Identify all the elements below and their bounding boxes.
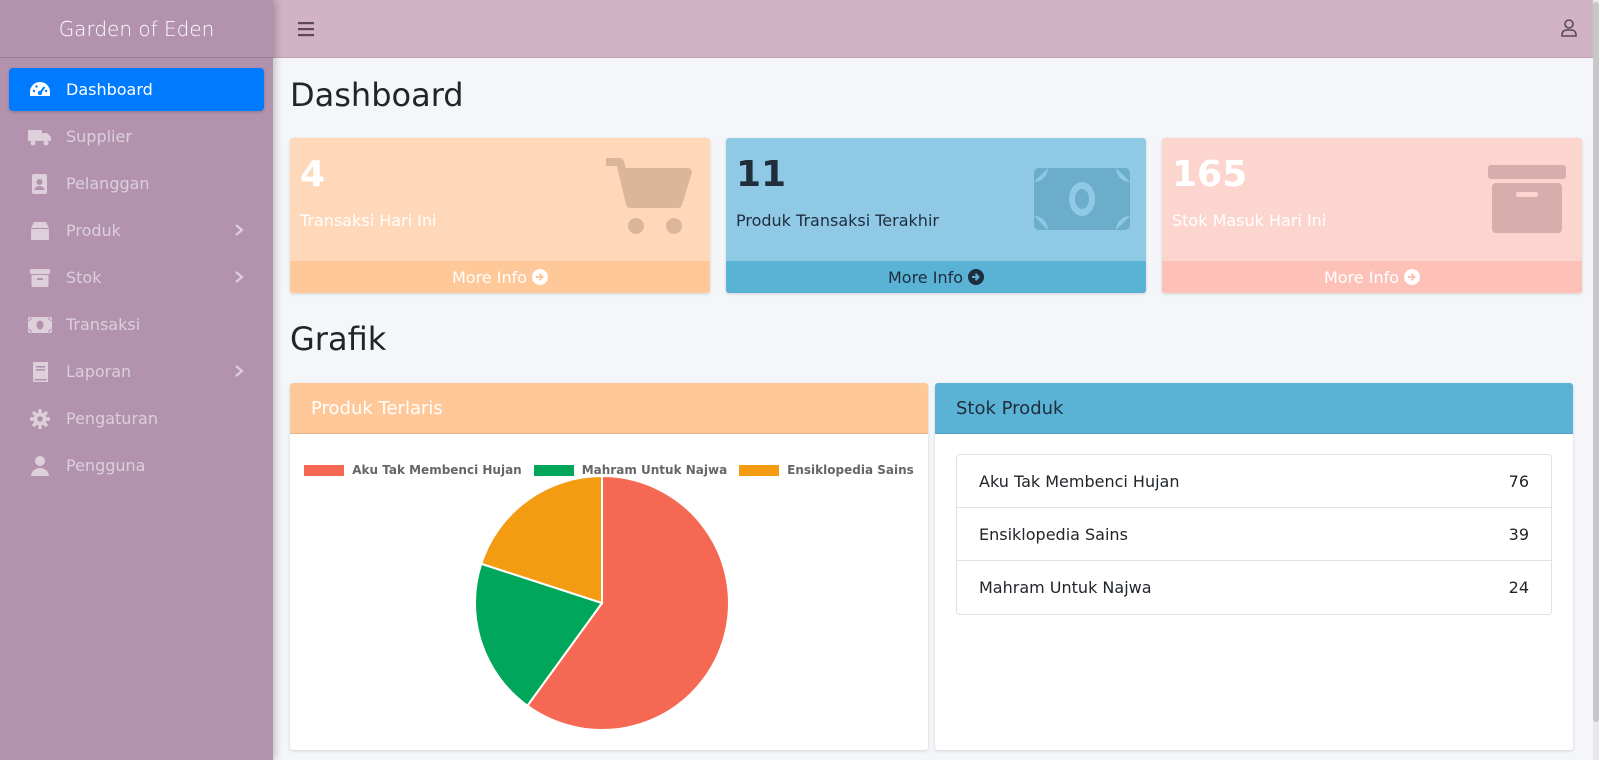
stok-produk-list: Aku Tak Membenci Hujan 76 Ensiklopedia S… xyxy=(956,454,1552,615)
legend-swatch xyxy=(533,464,574,476)
hamburger-menu-icon[interactable] xyxy=(297,20,315,38)
legend-item[interactable]: Aku Tak Membenci Hujan xyxy=(304,463,522,477)
money-bill-icon xyxy=(1034,168,1130,230)
list-item: Aku Tak Membenci Hujan 76 xyxy=(957,455,1551,508)
sidebar-item-label: Stok xyxy=(66,268,102,287)
legend-label: Ensiklopedia Sains xyxy=(787,463,914,477)
shopping-cart-icon xyxy=(606,158,692,234)
sidebar-item-label: Supplier xyxy=(66,127,132,146)
legend-label: Mahram Untuk Najwa xyxy=(581,463,728,477)
more-info-link[interactable]: More Info xyxy=(726,261,1146,293)
sidebar-item-label: Laporan xyxy=(66,362,132,381)
pie-slice[interactable] xyxy=(474,562,604,708)
stok-item-name: Mahram Untuk Najwa xyxy=(979,578,1152,597)
pie-chart xyxy=(474,474,730,731)
page-scrollbar[interactable] xyxy=(1593,0,1599,760)
info-box-value: 4 xyxy=(300,154,326,195)
sidebar-item-stok[interactable]: Stok xyxy=(9,256,264,299)
list-item: Mahram Untuk Najwa 24 xyxy=(957,561,1551,614)
sidebar-item-laporan[interactable]: Laporan xyxy=(9,350,264,393)
legend-swatch xyxy=(739,464,780,476)
chevron-left-icon xyxy=(235,271,244,283)
stok-item-qty: 76 xyxy=(1508,471,1529,491)
chart-legend: Aku Tak Membenci Hujan Mahram Untuk Najwa… xyxy=(290,463,928,477)
arrow-circle-right-icon xyxy=(532,269,549,285)
arrow-circle-right-icon xyxy=(1404,269,1421,285)
sidebar: Garden of Eden Dashboard Supplier Pelang… xyxy=(0,0,273,760)
info-box-label: Produk Transaksi Terakhir xyxy=(736,211,939,230)
chevron-left-icon xyxy=(235,224,244,236)
grafik-title: Grafik xyxy=(290,320,387,358)
archive-icon xyxy=(28,268,52,288)
scrollbar-thumb[interactable] xyxy=(1593,2,1599,722)
info-box-label: Transaksi Hari Ini xyxy=(300,211,437,230)
stok-item-name: Aku Tak Membenci Hujan xyxy=(979,471,1180,491)
card-header-produk-terlaris: Produk Terlaris xyxy=(290,383,928,434)
gear-icon xyxy=(28,408,52,429)
legend-label: Aku Tak Membenci Hujan xyxy=(352,463,522,477)
money-bill-icon xyxy=(28,315,52,335)
stok-produk-card: Stok Produk Aku Tak Membenci Hujan 76 En… xyxy=(935,383,1573,750)
sidebar-item-pengaturan[interactable]: Pengaturan xyxy=(9,397,264,440)
sidebar-item-label: Transaksi xyxy=(66,315,141,334)
box-icon xyxy=(28,221,52,241)
user-icon xyxy=(28,455,52,476)
info-box-value: 165 xyxy=(1172,154,1248,195)
stok-item-qty: 24 xyxy=(1508,578,1529,597)
more-info-label: More Info xyxy=(887,267,964,287)
sidebar-item-label: Pelanggan xyxy=(66,174,150,193)
sidebar-item-pengguna[interactable]: Pengguna xyxy=(9,444,264,487)
more-info-link[interactable]: More Info xyxy=(1162,261,1582,293)
sidebar-item-label: Produk xyxy=(66,221,121,240)
address-book-icon xyxy=(28,173,52,194)
list-item: Ensiklopedia Sains 39 xyxy=(957,508,1551,561)
user-account-icon[interactable] xyxy=(1559,18,1579,38)
sidebar-item-pelanggan[interactable]: Pelanggan xyxy=(9,162,264,205)
sidebar-nav: Dashboard Supplier Pelanggan Produk S xyxy=(0,58,273,501)
stok-item-name: Ensiklopedia Sains xyxy=(979,524,1128,544)
info-box-stok-masuk: 165 Stok Masuk Hari Ini More Info xyxy=(1162,138,1582,293)
pie-slice[interactable] xyxy=(479,474,603,605)
legend-swatch xyxy=(304,464,345,476)
tachometer-icon xyxy=(28,80,52,100)
brand-title[interactable]: Garden of Eden xyxy=(0,0,273,58)
stok-item-qty: 39 xyxy=(1508,524,1529,544)
info-box-label: Stok Masuk Hari Ini xyxy=(1172,211,1327,230)
sidebar-item-label: Dashboard xyxy=(66,80,153,99)
archive-icon xyxy=(1488,165,1566,233)
arrow-circle-right-icon xyxy=(968,269,985,285)
chevron-left-icon xyxy=(235,365,244,377)
sidebar-item-dashboard[interactable]: Dashboard xyxy=(9,68,264,111)
card-header-stok-produk: Stok Produk xyxy=(935,383,1573,434)
legend-item[interactable]: Ensiklopedia Sains xyxy=(739,463,914,477)
page-title: Dashboard xyxy=(290,76,464,114)
legend-item[interactable]: Mahram Untuk Najwa xyxy=(533,463,728,477)
sidebar-item-label: Pengaturan xyxy=(66,409,158,428)
sidebar-item-transaksi[interactable]: Transaksi xyxy=(9,303,264,346)
produk-terlaris-card: Produk Terlaris Aku Tak Membenci Hujan Ma… xyxy=(290,383,928,750)
more-info-label: More Info xyxy=(1323,267,1400,287)
top-navbar xyxy=(273,0,1599,58)
more-info-label: More Info xyxy=(451,267,528,287)
book-icon xyxy=(28,361,52,382)
truck-icon xyxy=(28,127,52,147)
more-info-link[interactable]: More Info xyxy=(290,261,710,293)
info-box-value: 11 xyxy=(736,154,787,195)
sidebar-item-supplier[interactable]: Supplier xyxy=(9,115,264,158)
pie-slice[interactable] xyxy=(525,474,730,731)
sidebar-item-produk[interactable]: Produk xyxy=(9,209,264,252)
sidebar-item-label: Pengguna xyxy=(66,456,146,475)
info-box-produk-transaksi: 11 Produk Transaksi Terakhir More Info xyxy=(726,138,1146,293)
info-box-transaksi: 4 Transaksi Hari Ini More Info xyxy=(290,138,710,293)
